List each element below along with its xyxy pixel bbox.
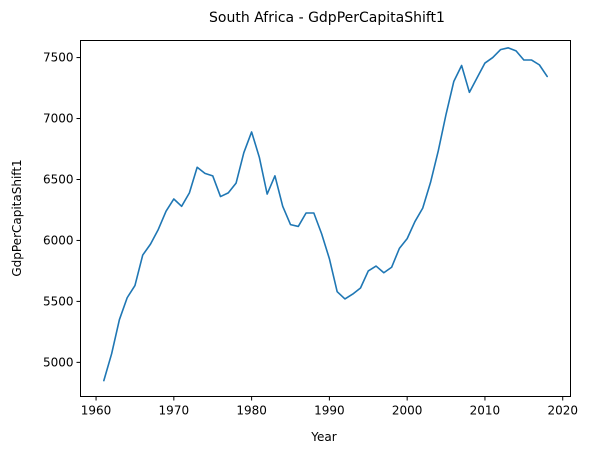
x-axis-label: Year bbox=[310, 430, 336, 444]
y-tick-label: 6000 bbox=[43, 233, 74, 247]
y-tick-label: 7000 bbox=[43, 112, 74, 126]
x-tick-label: 2000 bbox=[392, 404, 423, 418]
x-tick-label: 1980 bbox=[236, 404, 267, 418]
x-tick-label: 1960 bbox=[81, 404, 112, 418]
y-tick-label: 7500 bbox=[43, 51, 74, 65]
plot-area bbox=[80, 40, 571, 397]
series-layer bbox=[103, 47, 548, 382]
y-tick-label: 5500 bbox=[43, 294, 74, 308]
chart-title: South Africa - GdpPerCapitaShift1 bbox=[209, 10, 445, 26]
y-axis: 5000 5500 6000 6500 7000 7500 bbox=[43, 51, 81, 369]
y-tick-label: 5000 bbox=[43, 355, 74, 369]
x-tick-label: 1970 bbox=[159, 404, 190, 418]
x-tick-label: 1990 bbox=[314, 404, 345, 418]
series-line bbox=[103, 47, 548, 382]
x-tick-label: 2020 bbox=[547, 404, 578, 418]
x-axis: 1960 1970 1980 1990 2000 2010 2020 bbox=[81, 396, 578, 418]
plot-frame bbox=[80, 40, 571, 397]
y-tick-label: 6500 bbox=[43, 172, 74, 186]
x-tick-label: 2010 bbox=[470, 404, 501, 418]
y-axis-label: GdpPerCapitaShift1 bbox=[10, 159, 24, 276]
